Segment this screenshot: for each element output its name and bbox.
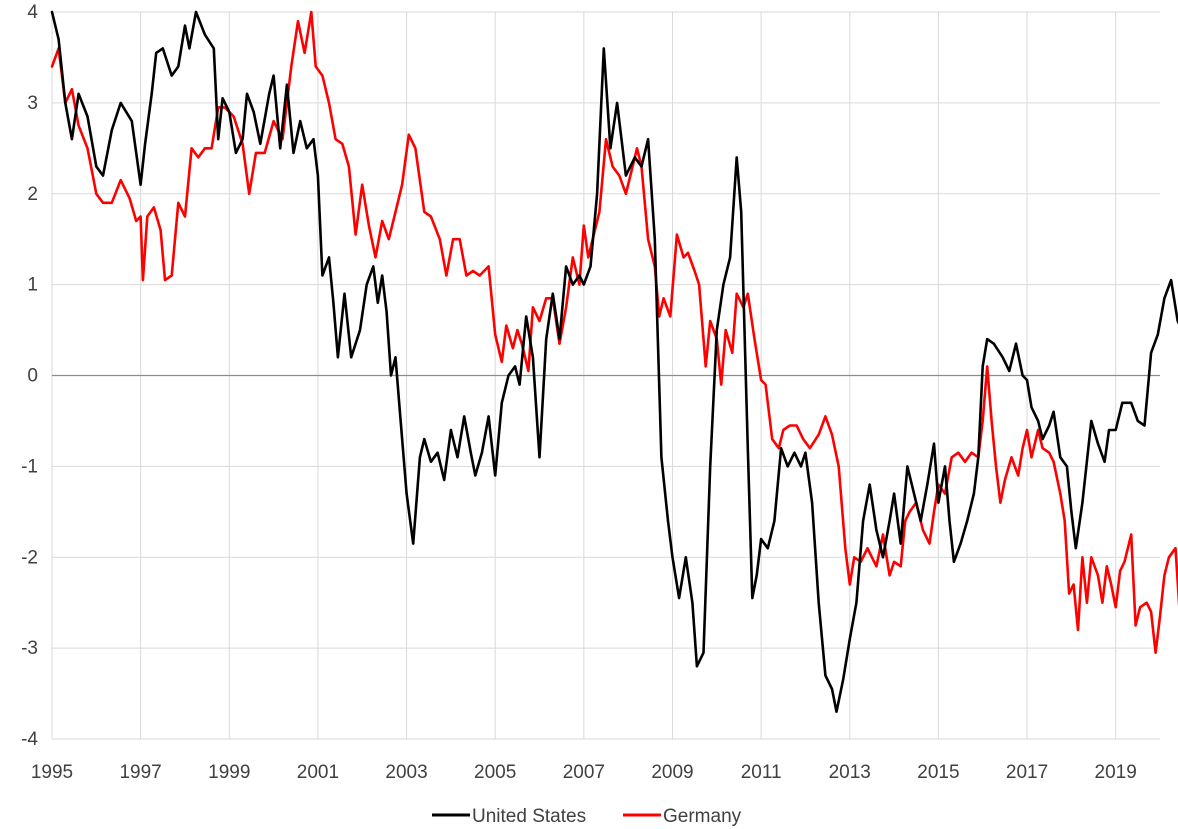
series-lines (50, 10, 1178, 713)
x-tick-label: 1995 (31, 762, 73, 783)
legend: United States Germany (432, 806, 742, 827)
x-tick-label: 2019 (1095, 762, 1137, 783)
x-tick-label: 1999 (208, 762, 250, 783)
series-line-germany (50, 10, 1178, 654)
y-tick-label: -3 (21, 638, 38, 659)
y-tick-label: 2 (27, 184, 38, 205)
x-tick-label: 2005 (474, 762, 516, 783)
y-tick-label: -4 (21, 729, 38, 750)
x-tick-label: 2009 (651, 762, 693, 783)
y-tick-label: 3 (27, 93, 38, 114)
legend-item-germany: Germany (623, 806, 742, 827)
legend-label-germany: Germany (663, 806, 742, 827)
series-line-united-states (50, 10, 1178, 713)
y-tick-label: 0 (27, 366, 38, 387)
y-tick-label: -1 (21, 456, 38, 477)
y-tick-label: -2 (21, 547, 38, 568)
x-axis-tick-labels: 1995 1997 1999 2001 2003 2005 2007 2009 2011 2013… (31, 762, 1137, 783)
legend-item-united-states: United States (432, 806, 586, 827)
y-axis-tick-labels: -4 -3 -2 -1 0 1 2 3 4 (21, 2, 38, 750)
x-tick-label: 2007 (563, 762, 605, 783)
y-tick-label: 1 (27, 275, 38, 296)
x-tick-label: 1997 (119, 762, 161, 783)
x-tick-label: 2011 (741, 762, 782, 783)
x-tick-label: 2015 (917, 762, 959, 783)
y-tick-label: 4 (27, 2, 38, 23)
x-tick-label: 2013 (829, 762, 871, 783)
x-tick-label: 2001 (297, 762, 339, 783)
legend-label-united-states: United States (472, 806, 586, 827)
x-tick-label: 2017 (1006, 762, 1048, 783)
x-tick-label: 2003 (385, 762, 427, 783)
